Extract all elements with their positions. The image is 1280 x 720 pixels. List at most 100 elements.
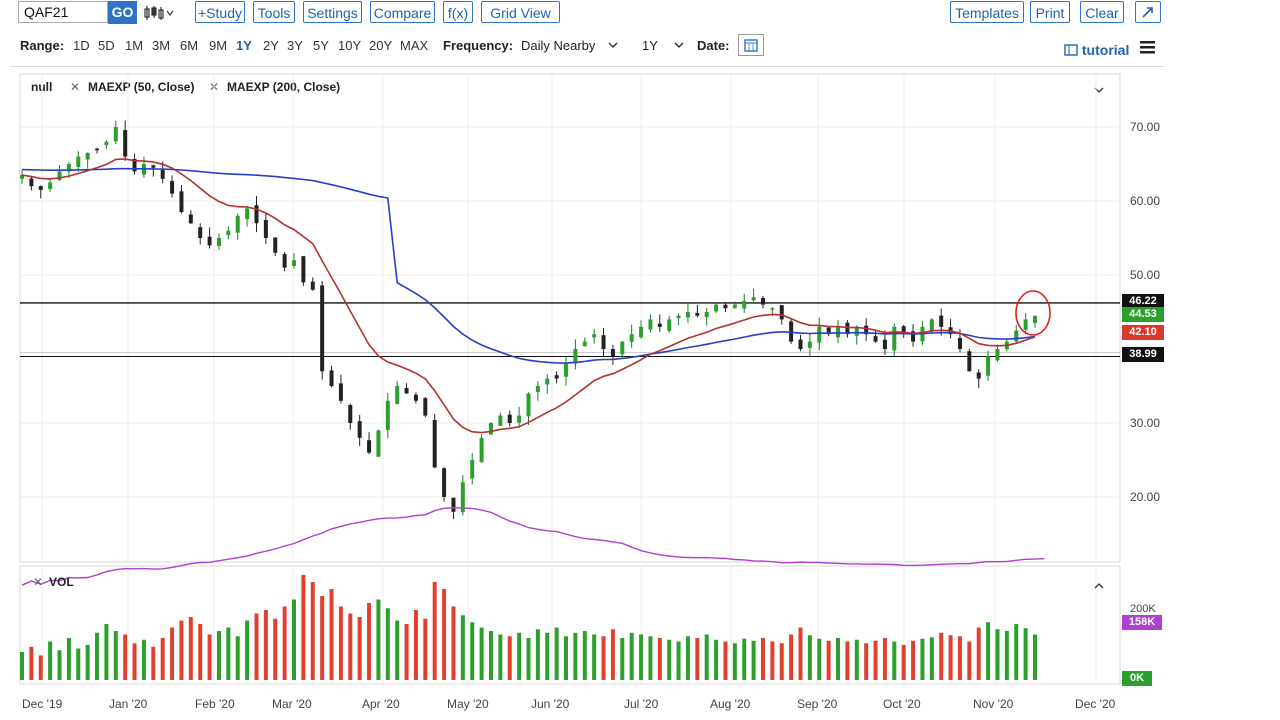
go-button[interactable]: GO [108, 1, 137, 24]
templates-button[interactable]: Templates [950, 1, 1024, 23]
clear-button[interactable]: Clear [1080, 1, 1124, 23]
frequency-select[interactable]: Daily Nearby [521, 38, 619, 53]
volume-bar [85, 645, 90, 680]
candle-body [573, 349, 578, 364]
compare-button[interactable]: Compare [370, 1, 435, 23]
range-3m[interactable]: 3M [152, 38, 171, 53]
candle-body [545, 378, 550, 385]
candle-body [66, 164, 71, 172]
calendar-icon[interactable] [738, 34, 764, 56]
candle-body [892, 326, 897, 351]
candle-body [517, 415, 522, 423]
volume-bar [442, 589, 447, 680]
volume-bar [170, 627, 175, 680]
x-axis-label: Apr '20 [362, 697, 400, 711]
candle-body [535, 386, 540, 392]
volume-badge-low: 0K [1122, 671, 1152, 686]
tools-button[interactable]: Tools [253, 1, 295, 23]
candle-body [770, 308, 775, 310]
candle-body [367, 440, 372, 453]
volume-bar [873, 640, 878, 680]
volume-bar [798, 627, 803, 680]
volume-bar [1014, 624, 1019, 680]
range-9m[interactable]: 9M [209, 38, 228, 53]
candle-body [601, 335, 606, 349]
candle-body [460, 482, 465, 513]
volume-bar [235, 636, 240, 680]
range-5y[interactable]: 5Y [313, 38, 329, 53]
candle-body [911, 331, 916, 342]
candle-body [901, 326, 906, 335]
range-max[interactable]: MAX [400, 38, 429, 53]
expand-icon[interactable] [1135, 1, 1161, 23]
volume-bar [254, 613, 259, 680]
x-axis-label: Dec '20 [1075, 697, 1116, 711]
candle-body [479, 437, 484, 463]
volume-bar [141, 639, 146, 680]
volume-bar [245, 620, 250, 680]
volume-bar [367, 603, 372, 680]
volume-bar [995, 629, 1000, 680]
volume-bar [179, 620, 184, 680]
range-5d[interactable]: 5D [98, 38, 115, 53]
tutorial-link[interactable]: tutorial [1064, 42, 1129, 58]
y-axis-label: 50.00 [1130, 268, 1160, 282]
chart-type-icon[interactable] [143, 3, 175, 23]
range-20y[interactable]: 20Y [369, 38, 393, 53]
remove-volume-icon[interactable]: ✕ [33, 575, 44, 589]
menu-icon[interactable] [1140, 40, 1156, 54]
volume-bar [620, 638, 625, 680]
candle-body [235, 215, 240, 233]
volume-bar [385, 608, 390, 680]
volume-bar [770, 641, 775, 680]
candle-body [629, 334, 634, 342]
range-2y[interactable]: 2Y [263, 38, 279, 53]
candle-body [498, 415, 503, 426]
candle-body [554, 375, 559, 379]
annotation-circle [1015, 290, 1051, 336]
grid-view-button[interactable]: Grid View [481, 1, 560, 23]
volume-bar [920, 638, 925, 680]
volume-bar [751, 640, 756, 680]
candle-body [423, 398, 428, 416]
candle-body [986, 356, 991, 376]
range-3y[interactable]: 3Y [287, 38, 303, 53]
period-select[interactable]: 1Y [642, 38, 685, 53]
volume-bar [413, 610, 418, 680]
symbol-input[interactable]: QAF21 [18, 1, 108, 23]
candle-body [292, 260, 297, 266]
candle-body [807, 341, 812, 348]
volume-bar [911, 640, 916, 680]
x-axis-label: Sep '20 [797, 697, 838, 711]
range-1m[interactable]: 1M [125, 38, 144, 53]
candle-body [179, 191, 184, 213]
volume-bar [479, 627, 484, 680]
candle-body [104, 141, 109, 146]
volume-bar [854, 639, 859, 680]
candle-body [245, 208, 250, 220]
candle-body [826, 327, 831, 335]
candle-body [882, 339, 887, 349]
candle-body [845, 322, 850, 335]
remove-study-icon[interactable]: ✕ [70, 80, 81, 94]
range-1d[interactable]: 1D [73, 38, 90, 53]
candle-body [1033, 315, 1037, 324]
candle-body [48, 182, 53, 190]
add-study-button[interactable]: +Study [195, 1, 245, 23]
x-axis-label: Mar '20 [272, 697, 312, 711]
volume-bar [986, 622, 991, 680]
print-button[interactable]: Print [1030, 1, 1070, 23]
settings-button[interactable]: Settings [303, 1, 362, 23]
volume-bar [573, 632, 578, 680]
collapse-volume-icon[interactable] [1093, 578, 1105, 596]
volume-bar [1004, 631, 1009, 680]
function-button[interactable]: f(x) [443, 1, 473, 23]
volume-bar [207, 634, 212, 680]
candle-body [113, 127, 118, 142]
candle-body [254, 205, 259, 224]
range-10y[interactable]: 10Y [338, 38, 362, 53]
range-6m[interactable]: 6M [180, 38, 199, 53]
volume-bar [95, 632, 100, 680]
range-1y[interactable]: 1Y [236, 38, 252, 53]
